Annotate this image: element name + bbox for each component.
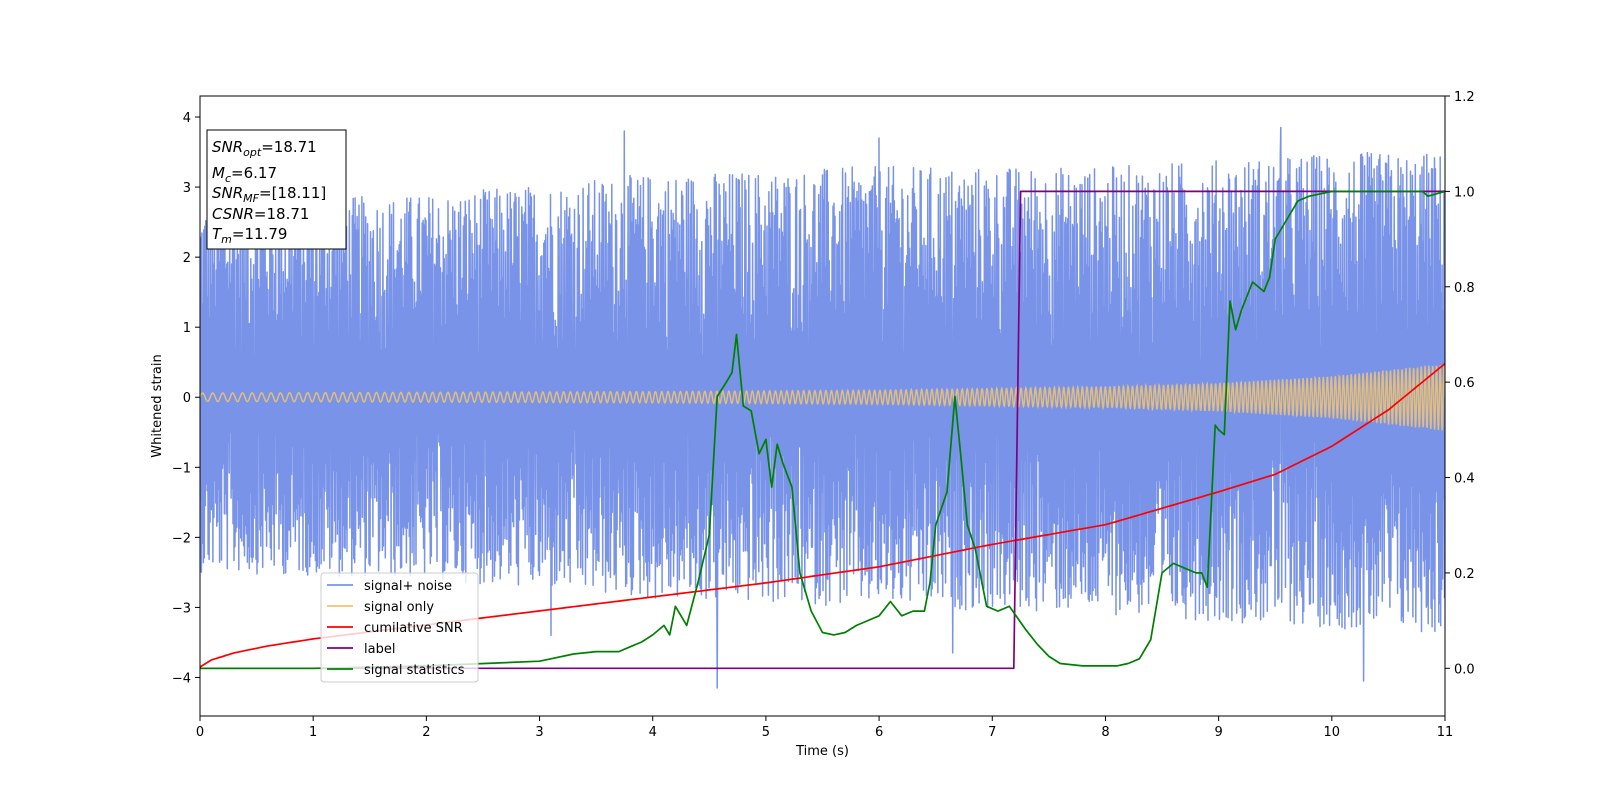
info-textbox-line: SNRopt=18.71: [212, 138, 317, 159]
y-tick-label: 4: [183, 111, 191, 126]
x-tick-label: 7: [988, 725, 996, 740]
y-tick-label: −2: [172, 531, 191, 546]
info-textbox-frame: [206, 129, 347, 250]
legend-entry: cumilative SNR: [364, 621, 463, 636]
x-tick-label: 3: [535, 725, 543, 740]
legend-frame: [320, 572, 479, 683]
series-signal-noise: [200, 126, 1445, 689]
legend: signal+ noise signal only cumilative SNR la…: [320, 572, 479, 683]
axes-layer: 0 1 2 3 4 5 6 7 8 9 10 11 −4 −3 −2 −1 0 1 2 3 4 0.0 0.2 0.4 0.6 0…: [172, 90, 1475, 740]
y-tick-label: −3: [172, 601, 191, 616]
y2-tick-label: 0.2: [1454, 567, 1475, 582]
y-tick-label: 2: [183, 251, 191, 266]
y-tick-label: −4: [172, 671, 191, 686]
x-tick-label: 4: [649, 725, 657, 740]
x-tick-label: 2: [422, 725, 430, 740]
y2-tick-label: 1.2: [1454, 90, 1475, 105]
legend-entry: label: [364, 642, 395, 657]
y2-tick-label: 0.0: [1454, 662, 1475, 677]
x-tick-label: 10: [1324, 725, 1341, 740]
x-tick-label: 5: [762, 725, 770, 740]
x-tick-label: 9: [1214, 725, 1222, 740]
x-axis-label: Time (s): [795, 744, 849, 759]
legend-entry: signal+ noise: [364, 579, 452, 594]
y2-tick-label: 1.0: [1454, 185, 1475, 200]
axes-frame: [199, 95, 1446, 717]
info-textbox-line: SNRMF=[18.11]: [212, 184, 326, 205]
y2-tick-label: 0.4: [1454, 472, 1475, 487]
y-tick-label: 1: [183, 321, 191, 336]
series-signal-only: [200, 364, 1445, 431]
y-tick-label: 3: [183, 181, 191, 196]
x-tick-label: 6: [875, 725, 883, 740]
series-label: [200, 190, 1445, 670]
y-axis-label: Whitened strain: [150, 354, 165, 457]
y2-tick-label: 0.8: [1454, 281, 1475, 296]
info-textbox: SNRopt=18.71 Mc=6.17SNRMF=[18.11]CSNR=18.…: [206, 129, 347, 250]
info-textbox-line: Tm=11.79: [212, 225, 287, 246]
y-tick-label: 0: [183, 391, 191, 406]
y2-tick-label: 0.6: [1454, 376, 1475, 391]
x-tick-label: 8: [1101, 725, 1109, 740]
legend-entry: signal statistics: [364, 663, 465, 678]
series-signal-statistics: [200, 190, 1445, 670]
info-textbox-line: Mc=6.17: [212, 164, 277, 185]
y-tick-label: −1: [172, 461, 191, 476]
x-tick-label: 0: [196, 725, 204, 740]
x-tick-label: 11: [1437, 725, 1454, 740]
info-textbox-line: CSNR=18.71: [212, 205, 309, 223]
legend-entry: signal only: [364, 600, 434, 615]
x-tick-label: 1: [309, 725, 317, 740]
